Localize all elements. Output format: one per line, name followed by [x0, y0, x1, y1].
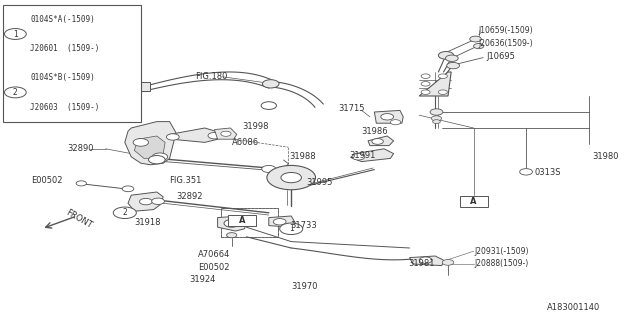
Bar — [3, 5, 141, 122]
Text: 31918: 31918 — [134, 218, 161, 227]
Circle shape — [221, 131, 231, 136]
Circle shape — [381, 114, 394, 120]
Circle shape — [438, 74, 447, 78]
Circle shape — [442, 260, 454, 265]
Circle shape — [224, 220, 239, 227]
Polygon shape — [170, 128, 221, 142]
Polygon shape — [214, 128, 237, 139]
Polygon shape — [269, 216, 294, 227]
Circle shape — [421, 74, 430, 78]
Text: A70664: A70664 — [198, 250, 231, 259]
Text: J20636(1509-): J20636(1509-) — [479, 39, 533, 48]
Text: 1: 1 — [13, 29, 18, 38]
Text: J10695: J10695 — [486, 52, 515, 60]
Polygon shape — [134, 136, 165, 158]
Circle shape — [352, 154, 365, 160]
Circle shape — [433, 120, 440, 124]
Text: 2: 2 — [122, 208, 127, 217]
Text: 31924: 31924 — [189, 276, 215, 284]
Circle shape — [431, 116, 442, 121]
Polygon shape — [351, 149, 394, 162]
Text: 31986: 31986 — [362, 127, 388, 136]
Polygon shape — [128, 192, 163, 211]
Circle shape — [267, 165, 316, 190]
Text: FIG.180: FIG.180 — [195, 72, 228, 81]
Circle shape — [421, 90, 430, 94]
Circle shape — [419, 257, 432, 263]
Polygon shape — [374, 110, 403, 123]
Circle shape — [280, 223, 303, 235]
Text: A183001140: A183001140 — [547, 303, 600, 312]
Circle shape — [152, 198, 164, 204]
Text: 2: 2 — [13, 88, 18, 97]
Polygon shape — [419, 72, 451, 96]
Bar — [221, 208, 278, 237]
Text: 31715: 31715 — [338, 104, 364, 113]
Polygon shape — [125, 122, 176, 165]
Circle shape — [438, 52, 454, 59]
Text: 0104S*A(-1509): 0104S*A(-1509) — [30, 15, 95, 24]
Text: A: A — [470, 197, 477, 206]
Text: 32892: 32892 — [176, 192, 202, 201]
Circle shape — [113, 207, 136, 219]
Circle shape — [445, 55, 458, 61]
Text: 31980: 31980 — [592, 152, 618, 161]
Circle shape — [133, 139, 148, 146]
Circle shape — [281, 172, 301, 183]
Circle shape — [438, 90, 447, 94]
Polygon shape — [125, 82, 150, 91]
Circle shape — [4, 87, 26, 98]
Circle shape — [261, 102, 276, 109]
Circle shape — [390, 120, 401, 125]
Text: 0313S: 0313S — [534, 168, 561, 177]
Text: 32890: 32890 — [67, 144, 93, 153]
Circle shape — [152, 153, 168, 161]
Text: 31733: 31733 — [290, 221, 317, 230]
Text: J20601  (1509-): J20601 (1509-) — [30, 44, 99, 53]
Circle shape — [227, 233, 237, 238]
Text: FRONT: FRONT — [64, 208, 93, 230]
Circle shape — [372, 139, 383, 144]
Text: E00502: E00502 — [31, 176, 62, 185]
Bar — [460, 196, 488, 207]
Text: 31970: 31970 — [291, 282, 317, 291]
Text: J10659(-1509): J10659(-1509) — [479, 26, 533, 35]
Polygon shape — [218, 216, 246, 231]
Circle shape — [262, 165, 276, 172]
Circle shape — [262, 80, 279, 88]
Circle shape — [76, 181, 86, 186]
Text: 0104S*B(-1509): 0104S*B(-1509) — [30, 73, 95, 82]
Text: 31981: 31981 — [408, 260, 435, 268]
Circle shape — [273, 219, 286, 225]
Text: 1: 1 — [289, 224, 294, 233]
Text: J20931(-1509): J20931(-1509) — [475, 247, 529, 256]
Text: 31988: 31988 — [289, 152, 316, 161]
Bar — [221, 208, 278, 237]
Circle shape — [208, 132, 221, 139]
Text: A6086: A6086 — [232, 138, 259, 147]
Text: E00502: E00502 — [198, 263, 230, 272]
Circle shape — [474, 44, 484, 49]
Polygon shape — [368, 136, 394, 146]
Text: 31998: 31998 — [242, 122, 268, 131]
Text: 31995: 31995 — [306, 178, 332, 187]
Text: A: A — [239, 216, 245, 225]
Circle shape — [447, 62, 460, 69]
Text: FIG.351: FIG.351 — [170, 176, 202, 185]
Circle shape — [166, 134, 179, 140]
Circle shape — [421, 82, 430, 86]
Polygon shape — [125, 91, 138, 96]
Text: 31991: 31991 — [349, 151, 375, 160]
Text: J20888(1509-): J20888(1509-) — [475, 260, 529, 268]
Polygon shape — [410, 256, 445, 266]
Circle shape — [148, 156, 165, 164]
Circle shape — [470, 36, 481, 42]
Text: J20603  (1509-): J20603 (1509-) — [30, 102, 99, 111]
Circle shape — [520, 169, 532, 175]
Bar — [228, 215, 256, 227]
Circle shape — [430, 109, 443, 115]
Circle shape — [140, 198, 152, 205]
Circle shape — [4, 28, 26, 39]
Circle shape — [122, 186, 134, 192]
